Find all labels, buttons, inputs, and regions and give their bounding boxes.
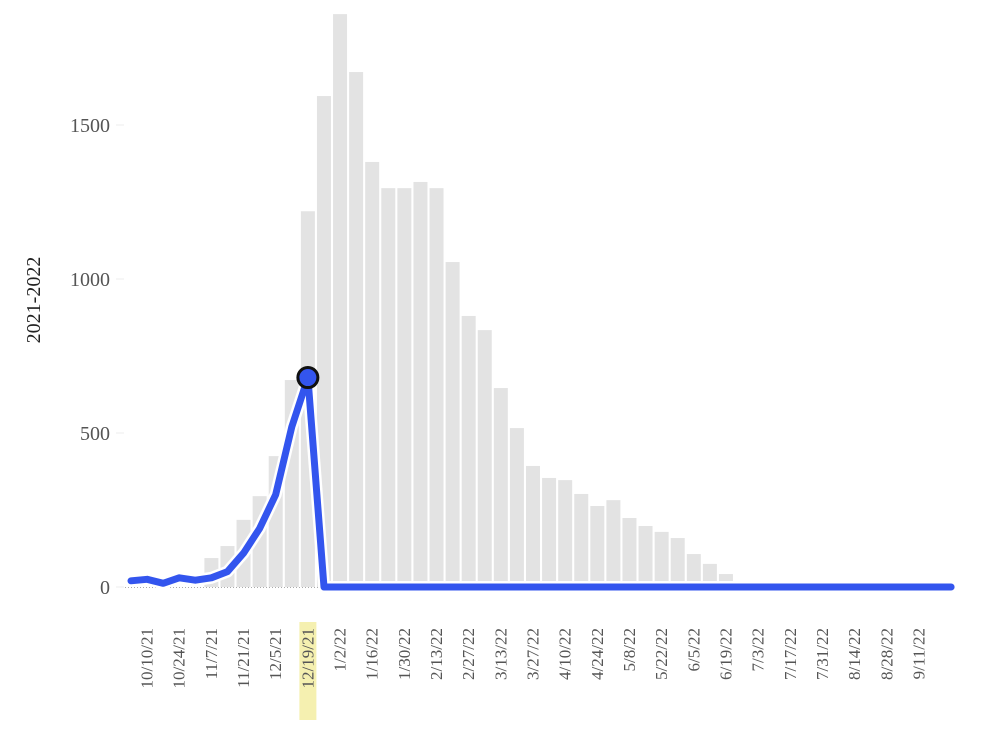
x-tick-label: 11/21/21 bbox=[234, 628, 253, 688]
y-axis: 0 500 1000 1500 bbox=[70, 115, 124, 599]
x-tick-label: 10/10/21 bbox=[138, 628, 157, 688]
bar bbox=[606, 500, 621, 587]
bar bbox=[654, 531, 669, 587]
bar bbox=[638, 526, 653, 587]
bar bbox=[477, 330, 492, 587]
x-tick-label: 6/5/22 bbox=[684, 628, 703, 671]
x-tick-label: 1/16/22 bbox=[363, 628, 382, 680]
x-tick-label: 5/8/22 bbox=[620, 628, 639, 671]
x-tick-label: 6/19/22 bbox=[716, 628, 735, 680]
x-highlight bbox=[299, 622, 317, 720]
y-tick-label: 1500 bbox=[70, 115, 110, 137]
x-tick-label: 5/22/22 bbox=[652, 628, 671, 680]
x-tick-label: 12/5/21 bbox=[266, 628, 285, 680]
bar bbox=[574, 493, 589, 587]
y-tick-label: 500 bbox=[80, 423, 110, 445]
bar bbox=[590, 505, 605, 587]
line-series bbox=[127, 374, 955, 591]
x-tick-label: 4/24/22 bbox=[588, 628, 607, 680]
y-tick-label: 0 bbox=[100, 577, 110, 599]
bar bbox=[686, 554, 701, 587]
x-tick-label: 9/11/22 bbox=[909, 628, 928, 679]
x-tick-label: 7/17/22 bbox=[781, 628, 800, 680]
bar bbox=[542, 477, 557, 587]
bar bbox=[509, 428, 524, 587]
x-tick-label: 2/27/22 bbox=[459, 628, 478, 680]
x-tick-label: 8/14/22 bbox=[845, 628, 864, 680]
x-tick-label: 8/28/22 bbox=[877, 628, 896, 680]
bar bbox=[397, 188, 412, 587]
bar bbox=[445, 262, 460, 587]
x-tick-label: 1/2/22 bbox=[331, 628, 350, 671]
bar bbox=[622, 518, 637, 587]
bar bbox=[413, 181, 428, 588]
x-tick-label: 3/27/22 bbox=[524, 628, 543, 680]
x-tick-label: 12/19/21 bbox=[298, 628, 317, 688]
bar bbox=[558, 480, 573, 587]
x-tick-label: 7/31/22 bbox=[813, 628, 832, 680]
x-tick-label: 2/13/22 bbox=[427, 628, 446, 680]
bar bbox=[381, 188, 396, 587]
x-tick-label: 11/7/21 bbox=[202, 628, 221, 679]
y-axis-label: 2021-2022 bbox=[23, 257, 45, 344]
highlighted-tick-background bbox=[299, 622, 317, 720]
x-tick-label: 4/10/22 bbox=[556, 628, 575, 680]
x-tick-label: 10/24/21 bbox=[170, 628, 189, 688]
x-tick-label: 1/30/22 bbox=[395, 628, 414, 680]
x-tick-label: 3/13/22 bbox=[491, 628, 510, 680]
bar bbox=[670, 538, 685, 587]
highlight-point-marker[interactable] bbox=[296, 366, 320, 390]
y-tick-label: 1000 bbox=[70, 269, 110, 291]
bar bbox=[349, 72, 364, 588]
x-axis: 10/10/21 10/24/21 11/7/21 11/21/21 12/5/21 12… bbox=[138, 628, 929, 688]
bar bbox=[526, 465, 540, 587]
bar bbox=[461, 315, 476, 587]
bar bbox=[493, 388, 508, 587]
bar bbox=[429, 188, 444, 587]
x-tick-label: 7/3/22 bbox=[749, 628, 768, 671]
bar bbox=[333, 14, 348, 588]
bar-series bbox=[204, 14, 830, 588]
bar bbox=[365, 161, 380, 587]
